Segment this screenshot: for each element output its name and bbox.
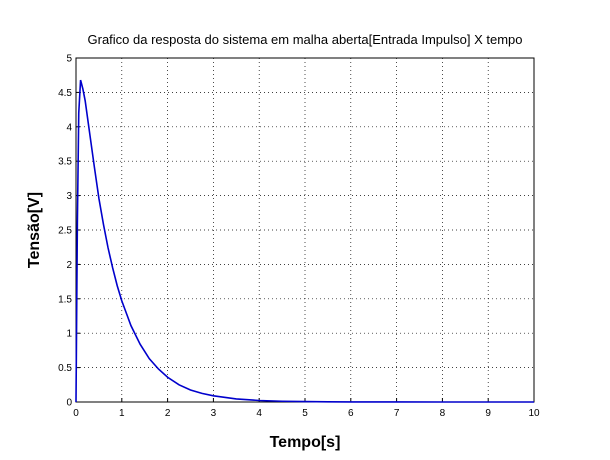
y-tick-label: 3.5 (58, 157, 72, 168)
grid (76, 58, 534, 402)
y-tick-label: 1 (66, 329, 72, 340)
y-axis-label: Tensão[V] (26, 192, 43, 268)
x-tick-label: 6 (348, 408, 354, 419)
x-tick-label: 0 (73, 408, 79, 419)
y-tick-label: 2 (66, 260, 72, 271)
chart-title: Grafico da resposta do sistema em malha … (88, 32, 523, 47)
x-tick-label: 7 (394, 408, 400, 419)
series-layer (75, 79, 534, 403)
y-tick-label: 1.5 (58, 294, 72, 305)
x-tick-label: 3 (211, 408, 217, 419)
x-tick-label: 1 (119, 408, 125, 419)
x-axis-label: Tempo[s] (270, 434, 341, 451)
x-tick-label: 4 (256, 408, 262, 419)
y-tick-label: 2.5 (58, 226, 72, 237)
x-tick-label: 9 (485, 408, 491, 419)
x-tick-label: 8 (440, 408, 446, 419)
y-tick-label: 5 (66, 54, 72, 65)
y-tick-label: 0.5 (58, 363, 72, 374)
y-tick-label: 4.5 (58, 88, 72, 99)
y-tick-label: 3 (66, 191, 72, 202)
x-tick-label: 2 (165, 408, 171, 419)
x-tick-label: 10 (528, 408, 540, 419)
y-tick-label: 0 (66, 398, 72, 409)
series-line (75, 79, 534, 403)
y-tick-label: 4 (66, 122, 72, 133)
x-tick-label: 5 (302, 408, 308, 419)
axis-ticks: 0 1 2 3 4 5 6 7 8 9 10 0 0.5 1 1.5 2 2.5 3 3.5 4 4.5 5 (58, 54, 540, 420)
